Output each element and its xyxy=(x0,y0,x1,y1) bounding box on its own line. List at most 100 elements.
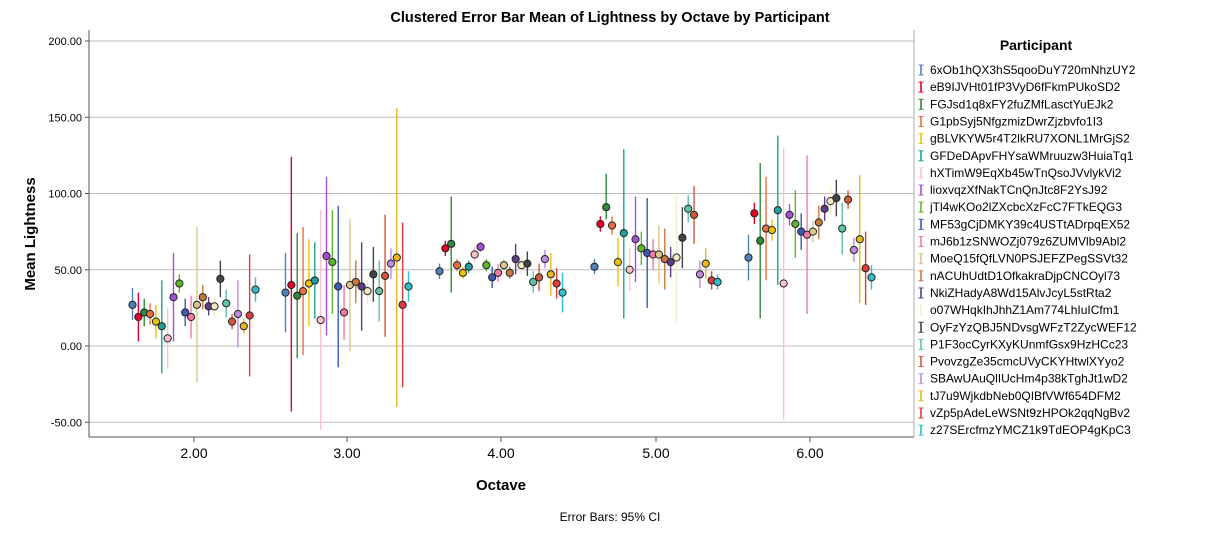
legend-label: tJ7u9WjkdbNeb0QIBfVWf654DFM2 xyxy=(930,389,1121,403)
mean-point xyxy=(613,258,623,267)
series-9 xyxy=(181,198,806,368)
series-1 xyxy=(134,156,759,412)
x-axis-title: Octave xyxy=(476,477,526,494)
mean-point xyxy=(713,277,722,287)
mean-point xyxy=(855,235,864,244)
legend-label: nACUhUdtD1OfkakraDjpCNCOyl73 xyxy=(930,269,1120,283)
mean-point xyxy=(287,280,296,290)
mean-point xyxy=(363,287,372,296)
legend: 6xOb1hQX3hS5qooDuY720mNhzUY2 eB9IJVHt01fP… xyxy=(918,63,1137,437)
mean-point xyxy=(511,254,520,264)
x-tick-label: 5.00 xyxy=(642,445,669,461)
mean-point xyxy=(227,317,237,326)
mean-point xyxy=(791,219,800,229)
legend-label: SBAwUAuQlIUcHm4p38kTghJt1wD2 xyxy=(930,372,1128,386)
mean-point xyxy=(849,245,859,255)
series-7 xyxy=(169,176,794,342)
series-15 xyxy=(216,179,841,302)
legend-label: NkiZHadyA8Wd15AlvJcyL5stRta2 xyxy=(930,286,1112,300)
mean-point xyxy=(310,276,319,285)
legend-item: G1pbSyj5NfgzmizDwrZjzbvfo1I3 xyxy=(918,114,1103,128)
legend-label: OyFzYzQBJ5NDvsgWFzT2ZycWEF12 xyxy=(930,320,1137,334)
y-axis-title: Mean Lightness xyxy=(22,177,39,290)
mean-point xyxy=(216,274,225,283)
series-12 xyxy=(198,205,823,310)
y-tick-label: 100.00 xyxy=(48,189,82,201)
legend-item: lioxvqzXfNakTCnQnJtc8F2YsJ92 xyxy=(918,183,1108,197)
series-11 xyxy=(192,219,818,383)
mean-point xyxy=(334,282,343,291)
series-18 xyxy=(233,237,859,348)
mean-point xyxy=(452,261,462,270)
mean-point xyxy=(540,254,550,264)
legend-label: FGJsd1q8xFY2fuZMfLasctYuEJk2 xyxy=(930,97,1114,111)
mean-point xyxy=(607,221,617,230)
y-tick-label: 0.00 xyxy=(61,341,82,353)
mean-point xyxy=(552,279,561,288)
mean-point xyxy=(293,291,302,300)
legend-item: GFDeDApvFHYsaWMruuzw3HuiaTq1 xyxy=(918,149,1134,163)
series-21 xyxy=(251,265,876,313)
legend-item: z27SErcfmzYMCZ1k9TdEOP4gKpC3 xyxy=(918,423,1131,437)
legend-item: 6xOb1hQX3hS5qooDuY720mNhzUY2 xyxy=(918,63,1136,77)
mean-point xyxy=(820,204,829,213)
mean-point xyxy=(175,279,184,288)
legend-label: P1F3ocCyrKXyKUnmfGsx9HzHCc23 xyxy=(930,337,1128,351)
legend-item: OyFzYzQBJ5NDvsgWFzT2ZycWEF12 xyxy=(918,320,1137,334)
mean-point xyxy=(689,210,699,219)
mean-point xyxy=(322,251,331,261)
series-10 xyxy=(186,155,812,340)
mean-point xyxy=(239,322,248,331)
mean-point xyxy=(558,288,567,297)
mean-point xyxy=(672,253,681,262)
mean-point xyxy=(476,242,485,251)
series-19 xyxy=(239,108,864,407)
mean-point xyxy=(233,309,243,319)
legend-label: G1pbSyj5NfgzmizDwrZjzbvfo1I3 xyxy=(930,114,1103,128)
mean-point xyxy=(251,285,260,294)
series-13 xyxy=(204,196,829,331)
legend-label: MF53gCjDMKY39c4USTtADrpqEX52 xyxy=(930,217,1130,231)
legend-label: vZp5pAdeLeWSNt9zHPOk2qqNgBv2 xyxy=(930,406,1130,420)
mean-point xyxy=(590,262,599,271)
mean-point xyxy=(404,282,413,291)
mean-point xyxy=(157,322,166,331)
mean-point xyxy=(163,334,172,343)
legend-item: hXTimW9EqXb45wTnQsoJVvlykVi2 xyxy=(918,166,1122,180)
gridlines xyxy=(89,40,914,423)
mean-point xyxy=(169,293,178,302)
x-tick-label: 3.00 xyxy=(333,445,360,461)
mean-point xyxy=(619,229,628,238)
mean-point xyxy=(470,250,479,259)
legend-label: gBLVKYW5r4T2lkRU7XONL1MrGjS2 xyxy=(930,132,1130,146)
mean-point xyxy=(744,253,753,262)
mean-point xyxy=(779,279,788,288)
mean-point xyxy=(523,259,532,268)
x-axis-ticks: 2.00 3.00 4.00 5.00 6.00 xyxy=(180,437,824,461)
legend-title: Participant xyxy=(1000,37,1073,53)
mean-point xyxy=(637,244,646,253)
y-tick-label: -50.00 xyxy=(51,417,82,429)
legend-item: o07WHqkIhJhhZ1Am774LhIuICfm1 xyxy=(918,303,1120,317)
series-0 xyxy=(128,234,753,333)
legend-item: jTl4wKOo2lZXcbcXzFcC7FTkEQG3 xyxy=(918,200,1122,214)
legend-label: jTl4wKOo2lZXcbcXzFcC7FTkEQG3 xyxy=(929,200,1122,214)
mean-point xyxy=(464,262,473,271)
mean-point xyxy=(750,209,759,218)
legend-label: o07WHqkIhJhhZ1Am774LhIuICfm1 xyxy=(930,303,1120,317)
legend-item: SBAwUAuQlIUcHm4p38kTghJt1wD2 xyxy=(918,372,1128,386)
mean-point xyxy=(701,259,710,268)
series-16 xyxy=(222,195,847,322)
legend-item: MF53gCjDMKY39c4USTtADrpqEX52 xyxy=(918,217,1130,231)
mean-point xyxy=(814,218,823,227)
mean-point xyxy=(832,193,841,203)
mean-point xyxy=(145,309,155,319)
legend-label: z27SErcfmzYMCZ1k9TdEOP4gKpC3 xyxy=(930,423,1131,437)
mean-point xyxy=(351,277,360,287)
mean-point xyxy=(838,224,847,233)
mean-point xyxy=(281,288,290,297)
legend-item: NkiZHadyA8Wd15AlvJcyL5stRta2 xyxy=(918,286,1112,300)
mean-point xyxy=(357,282,366,291)
legend-item: MoeQ15fQfLVN0PSJEFZPegSSVt32 xyxy=(918,252,1128,266)
y-tick-label: 50.00 xyxy=(54,265,82,277)
